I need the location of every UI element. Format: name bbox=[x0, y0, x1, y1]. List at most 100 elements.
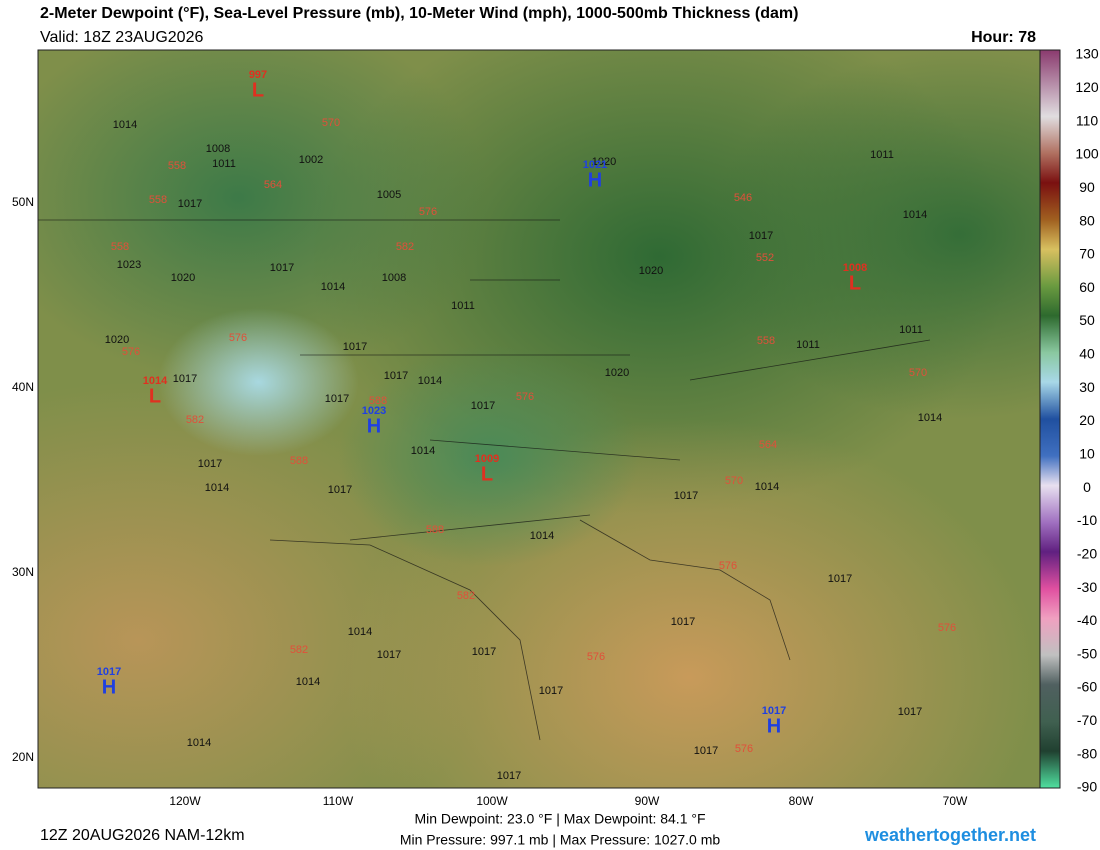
isobar-label: 1017 bbox=[671, 616, 695, 628]
isobar-label: 1017 bbox=[270, 262, 294, 274]
isobar-label: 1011 bbox=[870, 149, 894, 161]
longitude-label: 110W bbox=[323, 794, 354, 808]
pressure-center-letter: L bbox=[149, 385, 161, 407]
isobar-label: 1014 bbox=[903, 209, 927, 221]
isobar-label: 1020 bbox=[639, 265, 663, 277]
longitude-label: 80W bbox=[789, 794, 814, 808]
thickness-label: 576 bbox=[516, 391, 534, 403]
isobar-label: 1014 bbox=[411, 445, 435, 457]
isobar-label: 1014 bbox=[296, 676, 320, 688]
pressure-center-letter: L bbox=[481, 463, 493, 485]
thickness-label: 558 bbox=[168, 160, 186, 172]
thickness-label: 576 bbox=[229, 332, 247, 344]
isobar-label: 1014 bbox=[187, 737, 211, 749]
isobar-label: 1020 bbox=[592, 156, 616, 168]
title: 2-Meter Dewpoint (°F), Sea-Level Pressur… bbox=[40, 5, 798, 22]
pressure-center-letter: H bbox=[588, 169, 602, 191]
colorbar-label: 70 bbox=[1079, 246, 1095, 262]
thickness-label: 576 bbox=[122, 346, 140, 358]
isobar-label: 1017 bbox=[828, 573, 852, 585]
pressure-center-letter: H bbox=[767, 715, 781, 737]
colorbar-label: 110 bbox=[1076, 112, 1099, 128]
pressure-center-value: 1009 bbox=[475, 453, 499, 465]
isobar-label: 1017 bbox=[325, 393, 349, 405]
colorbar-label: -30 bbox=[1077, 579, 1097, 595]
isobar-label: 1002 bbox=[299, 154, 323, 166]
thickness-label: 558 bbox=[757, 335, 775, 347]
pressure-center-letter: H bbox=[102, 676, 116, 698]
colorbar-label: 20 bbox=[1079, 412, 1095, 428]
colorbar-label: 130 bbox=[1075, 46, 1099, 62]
isobar-label: 1017 bbox=[328, 484, 352, 496]
site-link[interactable]: weathertogether.net bbox=[864, 825, 1036, 845]
isobar-label: 1017 bbox=[471, 400, 495, 412]
colorbar-label: 120 bbox=[1075, 79, 1099, 95]
pressure-center-value: 1014 bbox=[143, 375, 168, 387]
thickness-label: 588 bbox=[290, 455, 308, 467]
isobar-label: 1017 bbox=[674, 490, 698, 502]
valid-time: Valid: 18Z 23AUG2026 bbox=[40, 29, 203, 46]
thickness-label: 576 bbox=[419, 206, 437, 218]
isobar-label: 1017 bbox=[694, 745, 718, 757]
colorbar-label: 30 bbox=[1079, 379, 1095, 395]
thickness-label: 588 bbox=[369, 395, 387, 407]
thickness-label: 576 bbox=[735, 743, 753, 755]
pressure-center-value: 1017 bbox=[762, 705, 786, 717]
isobar-label: 1011 bbox=[899, 324, 923, 336]
isobar-label: 1014 bbox=[113, 119, 137, 131]
colorbar-label: -80 bbox=[1077, 745, 1097, 761]
thickness-label: 570 bbox=[322, 117, 340, 129]
isobar-label: 1017 bbox=[749, 230, 773, 242]
isobar-label: 1017 bbox=[384, 370, 408, 382]
map-background bbox=[37, 49, 1041, 789]
latitude-label: 40N bbox=[12, 380, 34, 394]
colorbar-label: 50 bbox=[1079, 312, 1095, 328]
isobar-label: 1020 bbox=[171, 272, 195, 284]
colorbar-label: -10 bbox=[1077, 512, 1097, 528]
colorbar-label: -20 bbox=[1077, 545, 1097, 561]
thickness-label: 588 bbox=[426, 524, 444, 536]
isobar-label: 1017 bbox=[343, 341, 367, 353]
colorbar-label: 10 bbox=[1079, 446, 1095, 462]
isobar-label: 1011 bbox=[796, 339, 820, 351]
colorbar-label: 0 bbox=[1083, 479, 1091, 495]
pressure-range: Min Pressure: 997.1 mb | Max Pressure: 1… bbox=[400, 832, 721, 848]
thickness-label: 576 bbox=[587, 651, 605, 663]
pressure-center-letter: H bbox=[367, 415, 381, 437]
colorbar bbox=[1039, 49, 1061, 789]
pressure-center-letter: L bbox=[849, 272, 861, 294]
pressure-center-value: 1017 bbox=[97, 666, 121, 678]
pressure-center-letter: L bbox=[252, 79, 264, 101]
isobar-label: 1020 bbox=[605, 367, 629, 379]
model-run: 12Z 20AUG2026 NAM-12km bbox=[40, 827, 245, 844]
thickness-label: 582 bbox=[290, 644, 308, 656]
thickness-label: 564 bbox=[759, 439, 777, 451]
isobar-label: 1014 bbox=[418, 375, 442, 387]
thickness-label: 558 bbox=[111, 241, 129, 253]
thickness-label: 546 bbox=[734, 192, 752, 204]
thickness-label: 570 bbox=[909, 367, 927, 379]
isobar-label: 1017 bbox=[497, 770, 521, 782]
forecast-hour: Hour: 78 bbox=[971, 29, 1036, 46]
longitude-label: 100W bbox=[476, 794, 508, 808]
thickness-label: 564 bbox=[264, 179, 282, 191]
thickness-label: 582 bbox=[186, 414, 204, 426]
pressure-center-value: 1023 bbox=[362, 405, 386, 417]
isobar-label: 1014 bbox=[918, 412, 942, 424]
pressure-center-value: 1021 bbox=[583, 159, 607, 171]
thickness-label: 552 bbox=[756, 252, 774, 264]
dewpoint-range: Min Dewpoint: 23.0 °F | Max Dewpoint: 84… bbox=[414, 811, 705, 827]
isobar-label: 1017 bbox=[898, 706, 922, 718]
isobar-label: 1023 bbox=[117, 259, 141, 271]
colorbar-label: -90 bbox=[1077, 779, 1097, 795]
longitude-label: 90W bbox=[635, 794, 660, 808]
isobar-label: 1011 bbox=[451, 300, 475, 312]
colorbar-label: 40 bbox=[1079, 346, 1095, 362]
isobar-label: 1020 bbox=[105, 334, 129, 346]
colorbar-label: 60 bbox=[1079, 279, 1095, 295]
colorbar-label: -40 bbox=[1077, 612, 1097, 628]
colorbar-label: 90 bbox=[1079, 179, 1095, 195]
thickness-label: 576 bbox=[938, 622, 956, 634]
pressure-center-value: 997 bbox=[249, 69, 267, 81]
